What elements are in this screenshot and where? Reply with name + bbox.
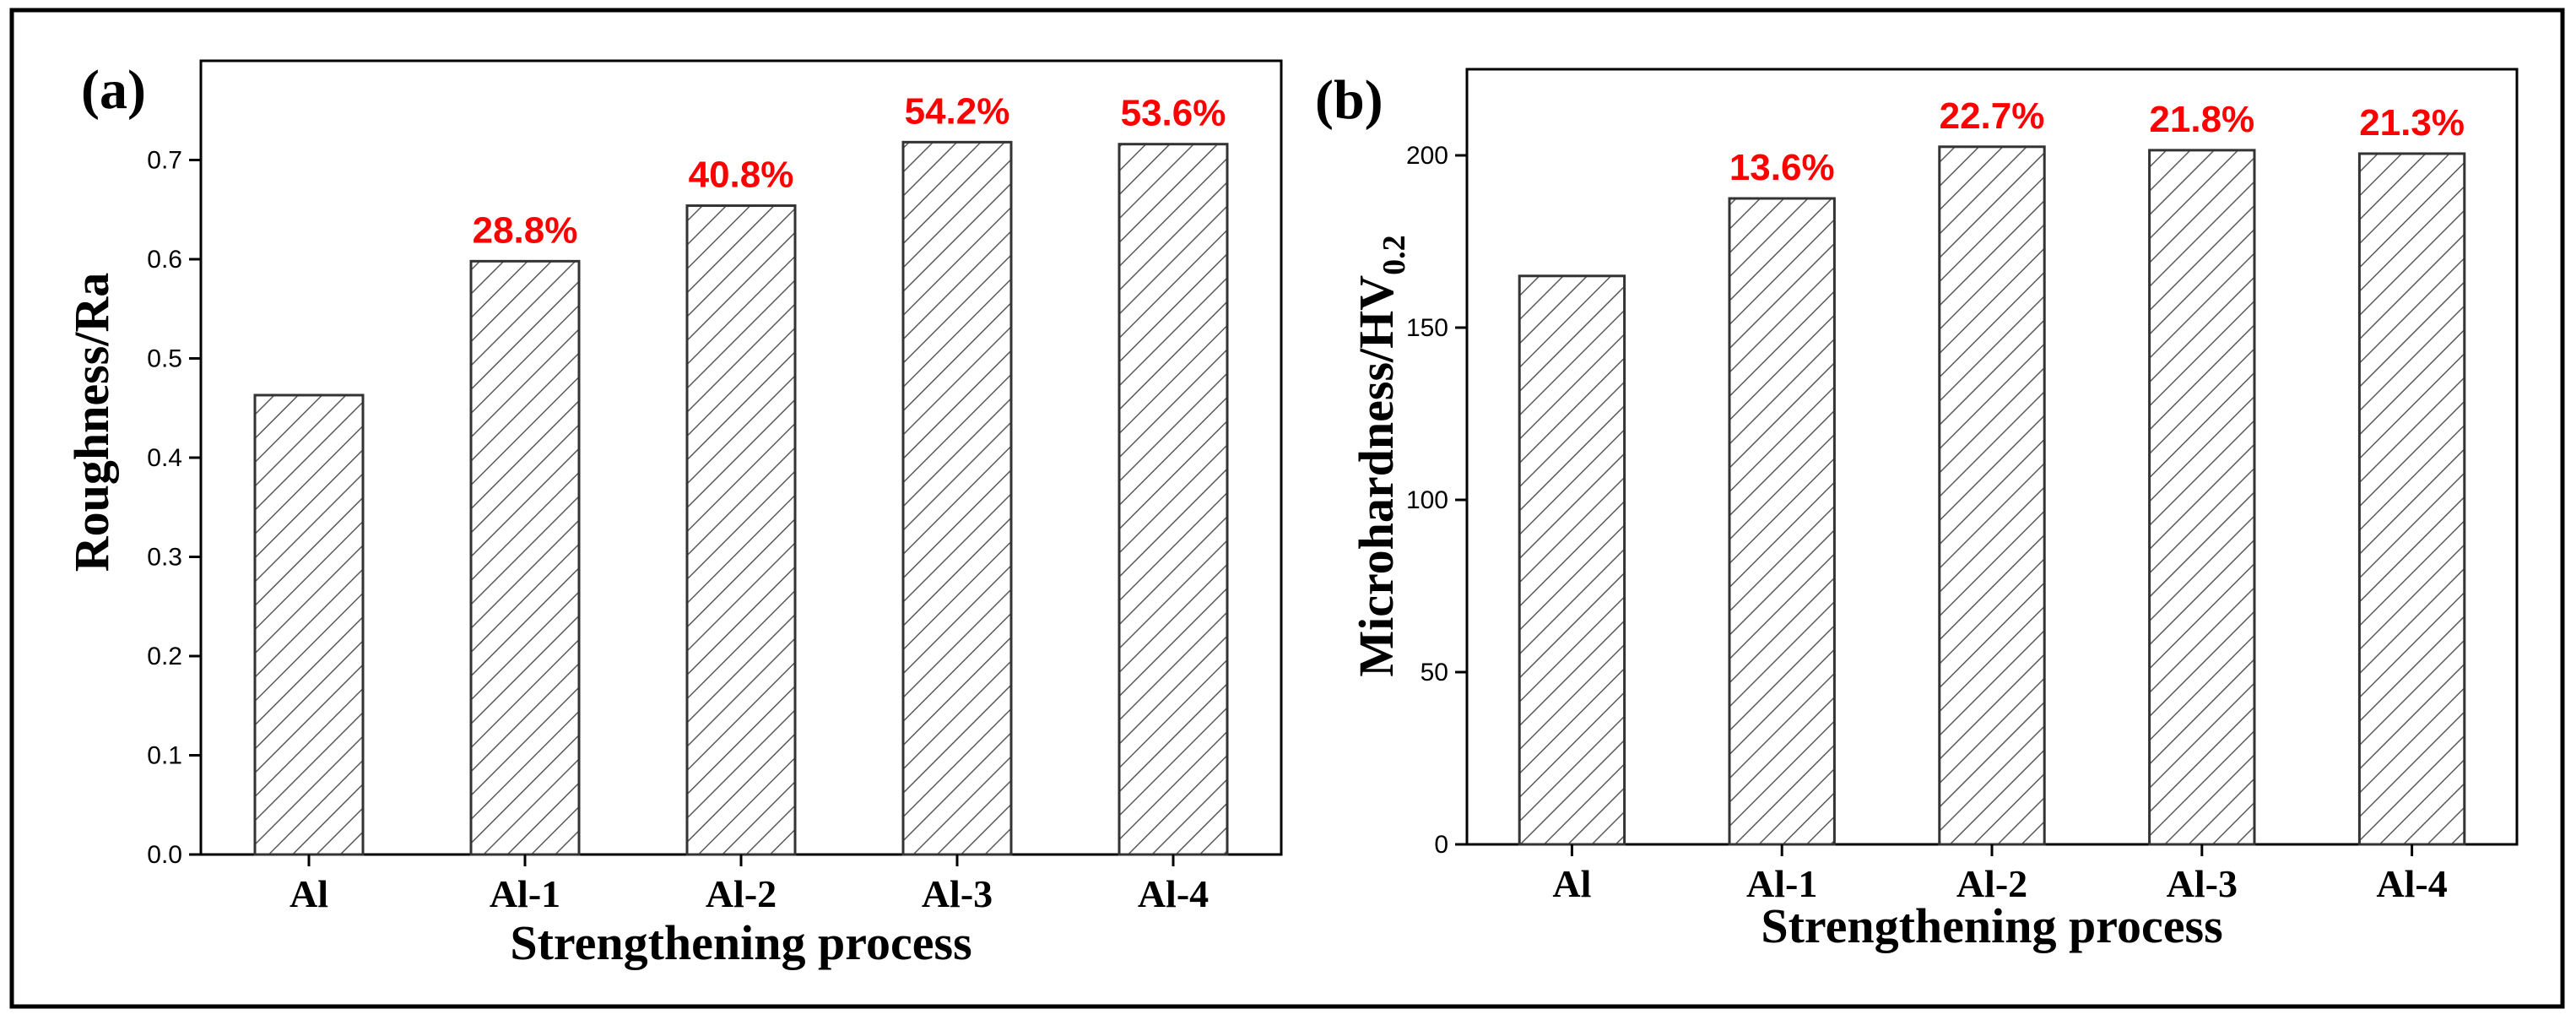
panel-b-y-axis-title-subscript: 0.2 bbox=[1377, 235, 1412, 275]
y-tick-label: 0.3 bbox=[147, 544, 182, 572]
panel-b-x-tick-labels: Al Al-1 Al-2 Al-3 Al-4 bbox=[1552, 844, 2448, 905]
bar-al-3 bbox=[2148, 149, 2256, 846]
panel-a-x-tick-labels: Al Al-1 Al-2 Al-3 Al-4 bbox=[290, 855, 1209, 915]
x-tick-label: Al-3 bbox=[922, 872, 993, 915]
x-tick-label: Al-4 bbox=[1138, 872, 1209, 915]
data-label: 40.8% bbox=[689, 155, 794, 196]
x-tick-label: Al-1 bbox=[1746, 862, 1817, 905]
y-tick-label: 0.1 bbox=[147, 742, 182, 770]
panel-b-y-axis-title-main: Microhardness/HV bbox=[1349, 275, 1404, 677]
data-label: 22.7% bbox=[1940, 95, 2045, 137]
y-tick-label: 0.0 bbox=[147, 841, 182, 869]
y-tick-label: 150 bbox=[1406, 314, 1448, 342]
x-tick-label: Al-2 bbox=[706, 872, 777, 915]
panel-a-x-axis-title: Strengthening process bbox=[510, 915, 971, 970]
y-tick-label: 100 bbox=[1406, 486, 1448, 514]
y-tick-label: 0.2 bbox=[147, 643, 182, 670]
bar-al-4 bbox=[2357, 152, 2466, 846]
x-tick-label: Al bbox=[1552, 862, 1591, 905]
panel-a-roughness-chart: (a) 0.00.10.20.30.40.50.60.7 Al Al-1 Al-2 A… bbox=[64, 59, 1283, 970]
panel-b-y-axis-title: Microhardness/HV0.2 bbox=[1349, 235, 1412, 676]
panel-a-bars bbox=[253, 140, 1229, 856]
y-tick-label: 50 bbox=[1421, 659, 1448, 686]
panel-b-label: (b) bbox=[1315, 69, 1383, 131]
panel-a-label: (a) bbox=[81, 59, 146, 121]
bar-al-3 bbox=[901, 140, 1013, 856]
data-label: 21.8% bbox=[2149, 99, 2254, 140]
bar-al bbox=[253, 393, 365, 856]
figure-border bbox=[9, 8, 2565, 1009]
data-label: 54.2% bbox=[905, 90, 1010, 132]
panel-b-y-ticks: 0 50 100 150 200 bbox=[1406, 142, 1467, 859]
panel-b-bars bbox=[1518, 145, 2466, 846]
y-tick-label: 0 bbox=[1434, 831, 1448, 859]
y-tick-label: 0.4 bbox=[147, 444, 182, 472]
bar-al bbox=[1518, 274, 1626, 846]
panel-b-x-axis-title: Strengthening process bbox=[1761, 898, 2222, 953]
y-tick-label: 0.6 bbox=[147, 246, 182, 274]
data-label: 21.3% bbox=[2359, 102, 2465, 144]
bar-al-1 bbox=[469, 259, 581, 856]
x-tick-label: Al-3 bbox=[2167, 862, 2238, 905]
data-label: 28.8% bbox=[473, 209, 578, 251]
panel-b-microhardness-chart: (b) 0 50 100 150 200 Al Al-1 Al-2 Al-3 Al-4 13.6… bbox=[1315, 68, 2519, 953]
x-tick-label: Al-1 bbox=[490, 872, 560, 915]
bar-al-2 bbox=[685, 204, 797, 856]
y-tick-label: 200 bbox=[1406, 142, 1448, 170]
bar-al-2 bbox=[1938, 145, 2046, 846]
bar-al-4 bbox=[1118, 143, 1229, 856]
panel-a-y-ticks: 0.0 0.1 0.2 0.3 0.4 0.5 0.6 0.7 bbox=[147, 147, 201, 869]
bar-al-1 bbox=[1728, 197, 1836, 846]
y-tick-label: 0.5 bbox=[147, 345, 182, 373]
x-tick-label: Al-4 bbox=[2376, 862, 2447, 905]
y-tick-label: 0.7 bbox=[147, 147, 182, 175]
x-tick-label: Al bbox=[290, 872, 328, 915]
data-label: 13.6% bbox=[1729, 147, 1835, 188]
panel-b-data-labels: 13.6% 22.7% 21.8% 21.3% bbox=[1729, 95, 2465, 188]
x-tick-label: Al-2 bbox=[1956, 862, 2027, 905]
panel-a-data-labels: 28.8% 40.8% 54.2% 53.6% bbox=[473, 90, 1226, 251]
panel-a-y-axis-title: Roughness/Ra bbox=[64, 273, 119, 572]
data-label: 53.6% bbox=[1121, 93, 1226, 134]
